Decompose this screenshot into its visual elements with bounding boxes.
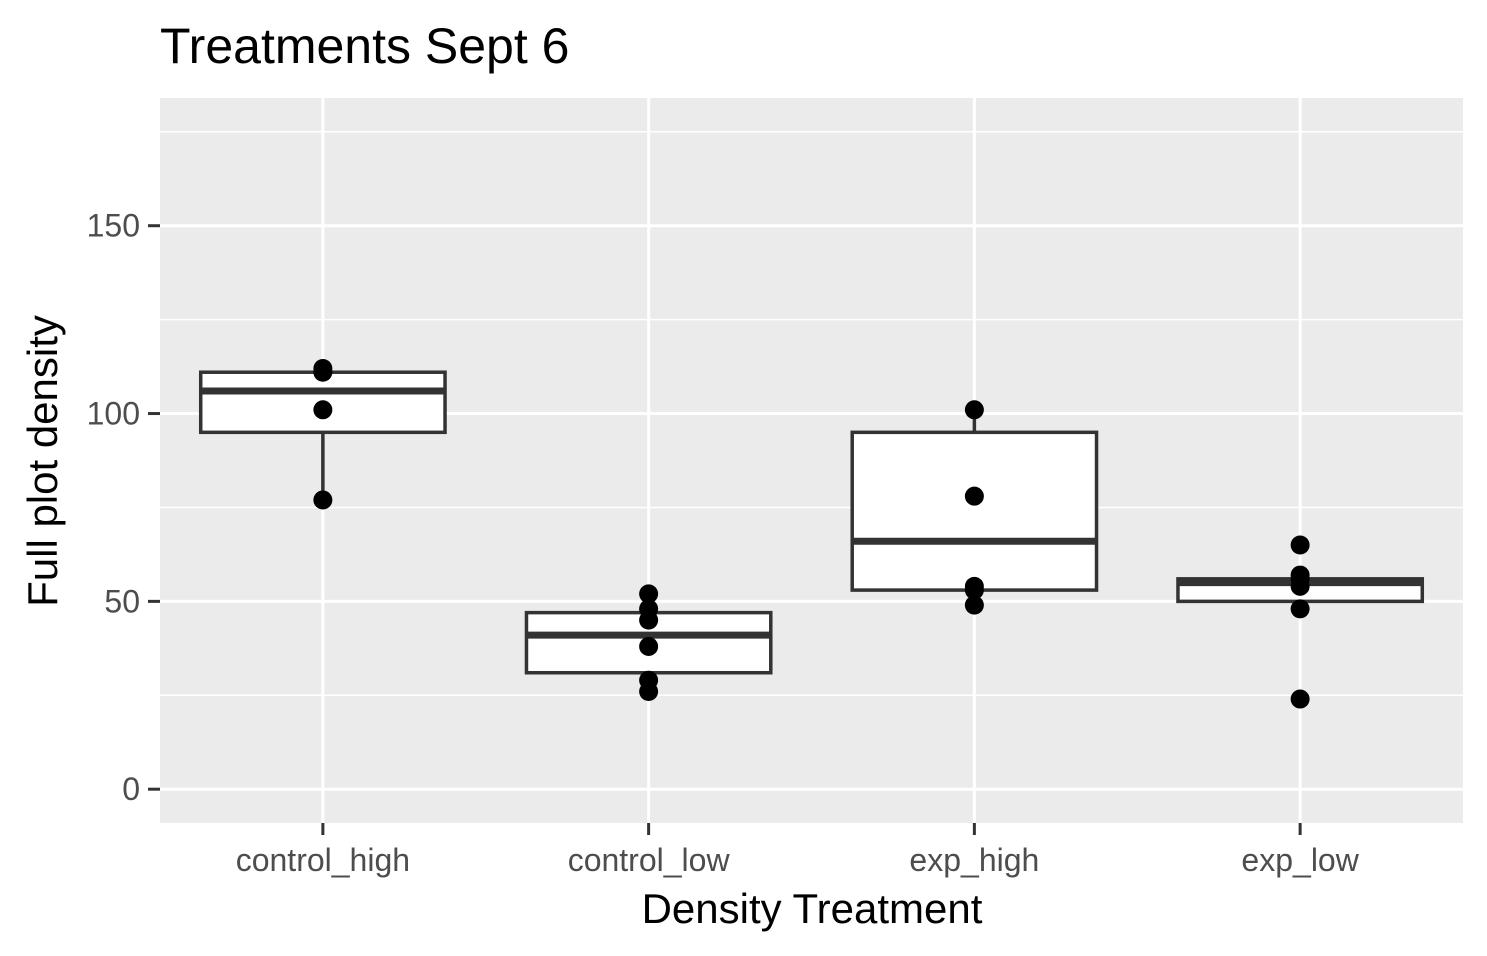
data-point-exp_low xyxy=(1290,576,1310,596)
data-point-control_low xyxy=(639,584,659,604)
y-tick-label: 100 xyxy=(87,396,140,432)
x-tick-label: control_high xyxy=(236,842,410,878)
plot-panel xyxy=(160,98,1463,823)
points-layer xyxy=(313,358,1310,709)
data-point-control_low xyxy=(639,636,659,656)
data-point-control_low xyxy=(639,610,659,630)
x-tick-label: exp_low xyxy=(1241,842,1359,878)
minor-gridlines xyxy=(160,131,1463,697)
data-point-control_high xyxy=(313,490,333,510)
data-point-exp_low xyxy=(1290,535,1310,555)
y-tick-label: 150 xyxy=(87,208,140,244)
chart-title: Treatments Sept 6 xyxy=(160,18,569,74)
x-axis: control_high control_low exp_high exp_low xyxy=(236,823,1360,878)
y-axis: 0 50 100 150 xyxy=(87,208,160,807)
data-point-control_low xyxy=(639,682,659,702)
box-body xyxy=(850,430,1099,592)
data-point-exp_high xyxy=(964,595,984,615)
data-point-exp_high xyxy=(964,580,984,600)
y-tick-label: 0 xyxy=(122,771,140,807)
data-point-exp_low xyxy=(1290,689,1310,709)
x-axis-title: Density Treatment xyxy=(642,885,983,932)
y-axis-title: Full plot density xyxy=(19,315,66,607)
box-exp_high xyxy=(850,409,1099,606)
data-point-exp_low xyxy=(1290,599,1310,619)
data-point-exp_high xyxy=(964,400,984,420)
data-point-control_high xyxy=(313,400,333,420)
data-point-exp_high xyxy=(964,486,984,506)
x-tick-label: control_low xyxy=(568,842,731,878)
y-tick-label: 50 xyxy=(104,583,140,619)
data-point-control_high xyxy=(313,362,333,382)
x-tick-label: exp_high xyxy=(909,842,1039,878)
